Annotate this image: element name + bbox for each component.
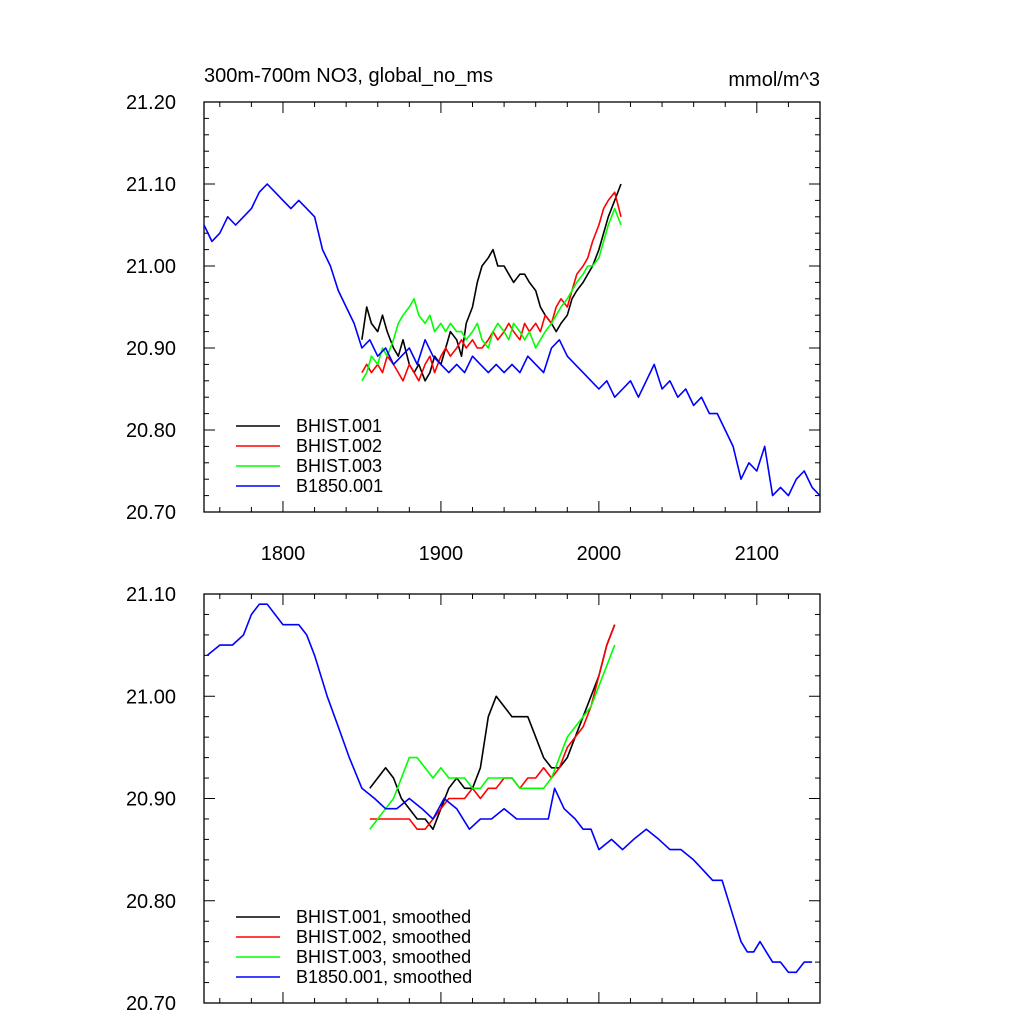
y-tick-label: 20.80 xyxy=(126,891,176,913)
y-tick-label: 20.70 xyxy=(126,993,176,1015)
series-line-bhist-001 xyxy=(361,183,622,382)
y-tick-label: 21.00 xyxy=(126,256,176,278)
x-axis-ticks xyxy=(219,594,821,1003)
x-tick-label: 1800 xyxy=(261,543,306,565)
x-axis-ticks xyxy=(219,102,821,512)
series-line-bhist-001-smoothed xyxy=(369,624,616,831)
series-line-bhist-003-smoothed xyxy=(369,644,616,830)
y-tick-label: 20.90 xyxy=(126,789,176,811)
y-tick-label: 20.70 xyxy=(126,502,176,524)
y-tick-label: 21.10 xyxy=(126,584,176,606)
series-line-bhist-002 xyxy=(361,191,622,382)
y-axis-ticks xyxy=(204,101,820,513)
y-tick-label: 21.00 xyxy=(126,686,176,708)
y-tick-label: 21.10 xyxy=(126,174,176,196)
legend-label: BHIST.003, smoothed xyxy=(296,947,471,967)
series-line-bhist-002-smoothed xyxy=(369,624,616,831)
legend-label: BHIST.002 xyxy=(296,436,382,456)
series-line-b1850-001 xyxy=(204,183,820,497)
legend-label: BHIST.002, smoothed xyxy=(296,927,471,947)
plot-frame xyxy=(203,101,821,513)
x-tick-label: 2000 xyxy=(577,543,622,565)
chart-title: 300m-700m NO3, global_no_ms xyxy=(204,65,493,87)
y-tick-label: 20.90 xyxy=(126,338,176,360)
bottom-panel: 21.10 21.00 20.90 20.80 20.70 BHIST.001, smoo… xyxy=(126,584,821,1015)
legend-label: BHIST.001, smoothed xyxy=(296,907,471,927)
series-line-bhist-003 xyxy=(361,207,622,382)
series-line-b1850-001-smoothed xyxy=(206,603,813,974)
y-tick-label: 21.20 xyxy=(126,92,176,114)
legend-label: BHIST.003 xyxy=(296,456,382,476)
legend-label: B1850.001, smoothed xyxy=(296,967,472,987)
x-tick-label: 1900 xyxy=(419,543,464,565)
y-tick-label: 20.80 xyxy=(126,420,176,442)
series-group xyxy=(204,183,820,497)
x-tick-label: 2100 xyxy=(735,543,780,565)
top-panel: 21.20 21.10 21.00 20.90 20.80 20.70 1800 1900 20… xyxy=(126,65,821,565)
legend-label: B1850.001 xyxy=(296,476,383,496)
units-label: mmol/m^3 xyxy=(728,69,820,91)
legend-label: BHIST.001 xyxy=(296,416,382,436)
series-group xyxy=(206,603,813,974)
